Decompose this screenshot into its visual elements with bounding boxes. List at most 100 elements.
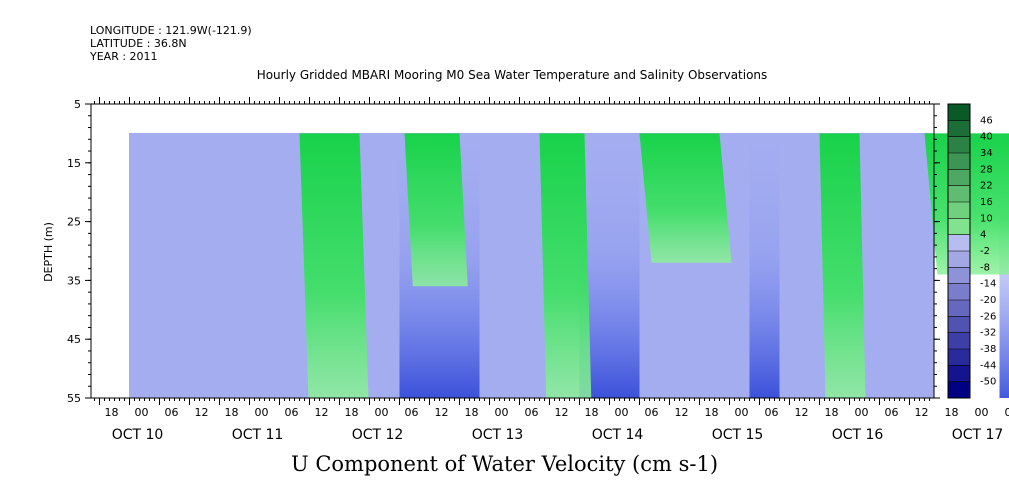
colorbar-label-1: 40 [980,132,993,143]
x-hour-label-25: 00 [855,406,869,419]
x-hour-label-13: 00 [495,406,509,419]
colorbar-label-3: 28 [980,164,993,175]
y-tick-label-4: 45 [67,333,81,346]
colorbar-label-14: -38 [980,344,996,355]
latitude-label: LATITUDE : 36.8N [90,37,187,50]
x-hour-label-30: 06 [1005,406,1009,419]
colorbar-label-15: -44 [980,360,996,371]
x-day-label-5: OCT 15 [712,427,764,443]
colorbar-bin-6 [948,202,970,219]
x-hour-label-11: 12 [435,406,449,419]
x-day-label-6: OCT 16 [832,427,884,443]
x-hour-label-16: 18 [585,406,599,419]
colorbar-label-0: 46 [980,115,993,126]
x-hour-label-24: 18 [825,406,839,419]
colorbar-label-11: -20 [980,295,996,306]
x-day-label-1: OCT 11 [232,427,284,443]
colorbar-bin-2 [948,136,970,154]
x-hour-label-20: 18 [705,406,719,419]
x-hour-label-4: 18 [225,406,239,419]
colorbar-bin-12 [948,300,970,317]
station-info: LONGITUDE : 121.9W(-121.9) LATITUDE : 36… [90,24,252,63]
x-day-label-4: OCT 14 [592,427,644,443]
x-hour-label-28: 18 [945,406,959,419]
x-hour-label-29: 00 [975,406,989,419]
colorbar-label-5: 16 [980,197,993,208]
positive-band-0 [299,133,369,398]
data-field-background [129,133,934,398]
colorbar-bin-8 [948,234,970,252]
y-tick-label-5: 55 [67,392,81,405]
x-hour-label-14: 06 [525,406,539,419]
x-hour-label-27: 12 [915,406,929,419]
y-tick-label-0: 5 [74,98,81,111]
x-day-label-2: OCT 12 [352,427,404,443]
positive-band-2 [539,133,592,398]
colorbar-bin-5 [948,185,970,203]
x-hour-label-17: 00 [615,406,629,419]
colorbar: 46 40 34 28 22 16 10 4 -2 -8 -14 -20 -26 -32 -38 -44 -50 [947,103,996,399]
colorbar-bin-16 [948,365,970,383]
x-hour-label-7: 12 [315,406,329,419]
colorbar-bin-3 [948,153,970,170]
x-hour-label-10: 06 [405,406,419,419]
x-hour-label-1: 00 [135,406,149,419]
colorbar-bin-9 [948,251,970,268]
positive-band-3 [639,133,732,263]
x-day-label-0: OCT 10 [112,427,164,443]
longitude-label: LONGITUDE : 121.9W(-121.9) [90,24,252,37]
colorbar-label-6: 10 [980,213,993,224]
colorbar-label-8: -2 [980,246,990,257]
colorbar-bin-10 [948,267,970,285]
y-tick-label-3: 35 [67,274,81,287]
y-axis-ticks: 5 15 25 35 45 55 [67,98,940,405]
colorbar-label-16: -50 [980,377,996,388]
x-hour-label-5: 00 [255,406,269,419]
colorbar-bin-13 [948,316,970,334]
x-hour-label-8: 18 [345,406,359,419]
y-tick-label-1: 15 [67,157,81,170]
year-label: YEAR : 2011 [90,50,158,63]
x-hour-label-0: 18 [105,406,119,419]
colorbar-bin-1 [948,120,970,138]
colorbar-bin-17 [948,381,970,399]
x-hour-label-19: 12 [675,406,689,419]
colorbar-bin-4 [948,169,970,187]
x-hour-label-3: 12 [195,406,209,419]
colorbar-label-13: -32 [980,328,996,339]
colorbar-label-7: 4 [980,230,986,241]
x-hour-label-23: 12 [795,406,809,419]
plot-frame [90,103,935,399]
colorbar-label-2: 34 [980,148,993,159]
colorbar-bin-0 [948,104,970,121]
x-hour-label-18: 06 [645,406,659,419]
x-hour-label-26: 06 [885,406,899,419]
axes [90,103,935,399]
colorbar-bin-7 [948,218,970,236]
x-hour-label-15: 12 [555,406,569,419]
y-axis-label: DEPTH (m) [42,222,55,282]
positive-band-1 [404,133,468,287]
chart-title: Hourly Gridded MBARI Mooring M0 Sea Wate… [256,68,768,82]
x-hour-label-21: 00 [735,406,749,419]
colorbar-label-12: -26 [980,311,996,322]
colorbar-label-4: 22 [980,181,993,192]
colorbar-label-9: -8 [980,262,990,273]
colorbar-label-10: -14 [980,279,996,290]
x-hour-label-22: 06 [765,406,779,419]
x-hour-label-12: 18 [465,406,479,419]
x-day-label-7: OCT 17 [952,427,1004,443]
positive-band-4 [819,133,866,398]
colorbar-bin-15 [948,349,970,366]
colorbar-bin-11 [948,283,970,301]
x-axis-ticks: 18 00 06 12 18 00 06 12 18 00 06 12 18 00 06 12 18 00 06 12… [94,97,1009,443]
positive-velocity-layer [299,133,1009,398]
x-hour-label-6: 06 [285,406,299,419]
negative-band-2 [749,133,780,398]
x-hour-label-9: 00 [375,406,389,419]
x-axis-title: U Component of Water Velocity (cm s-1) [290,452,719,476]
x-hour-label-2: 06 [165,406,179,419]
colorbar-bin-14 [948,332,970,350]
x-day-label-3: OCT 13 [472,427,524,443]
